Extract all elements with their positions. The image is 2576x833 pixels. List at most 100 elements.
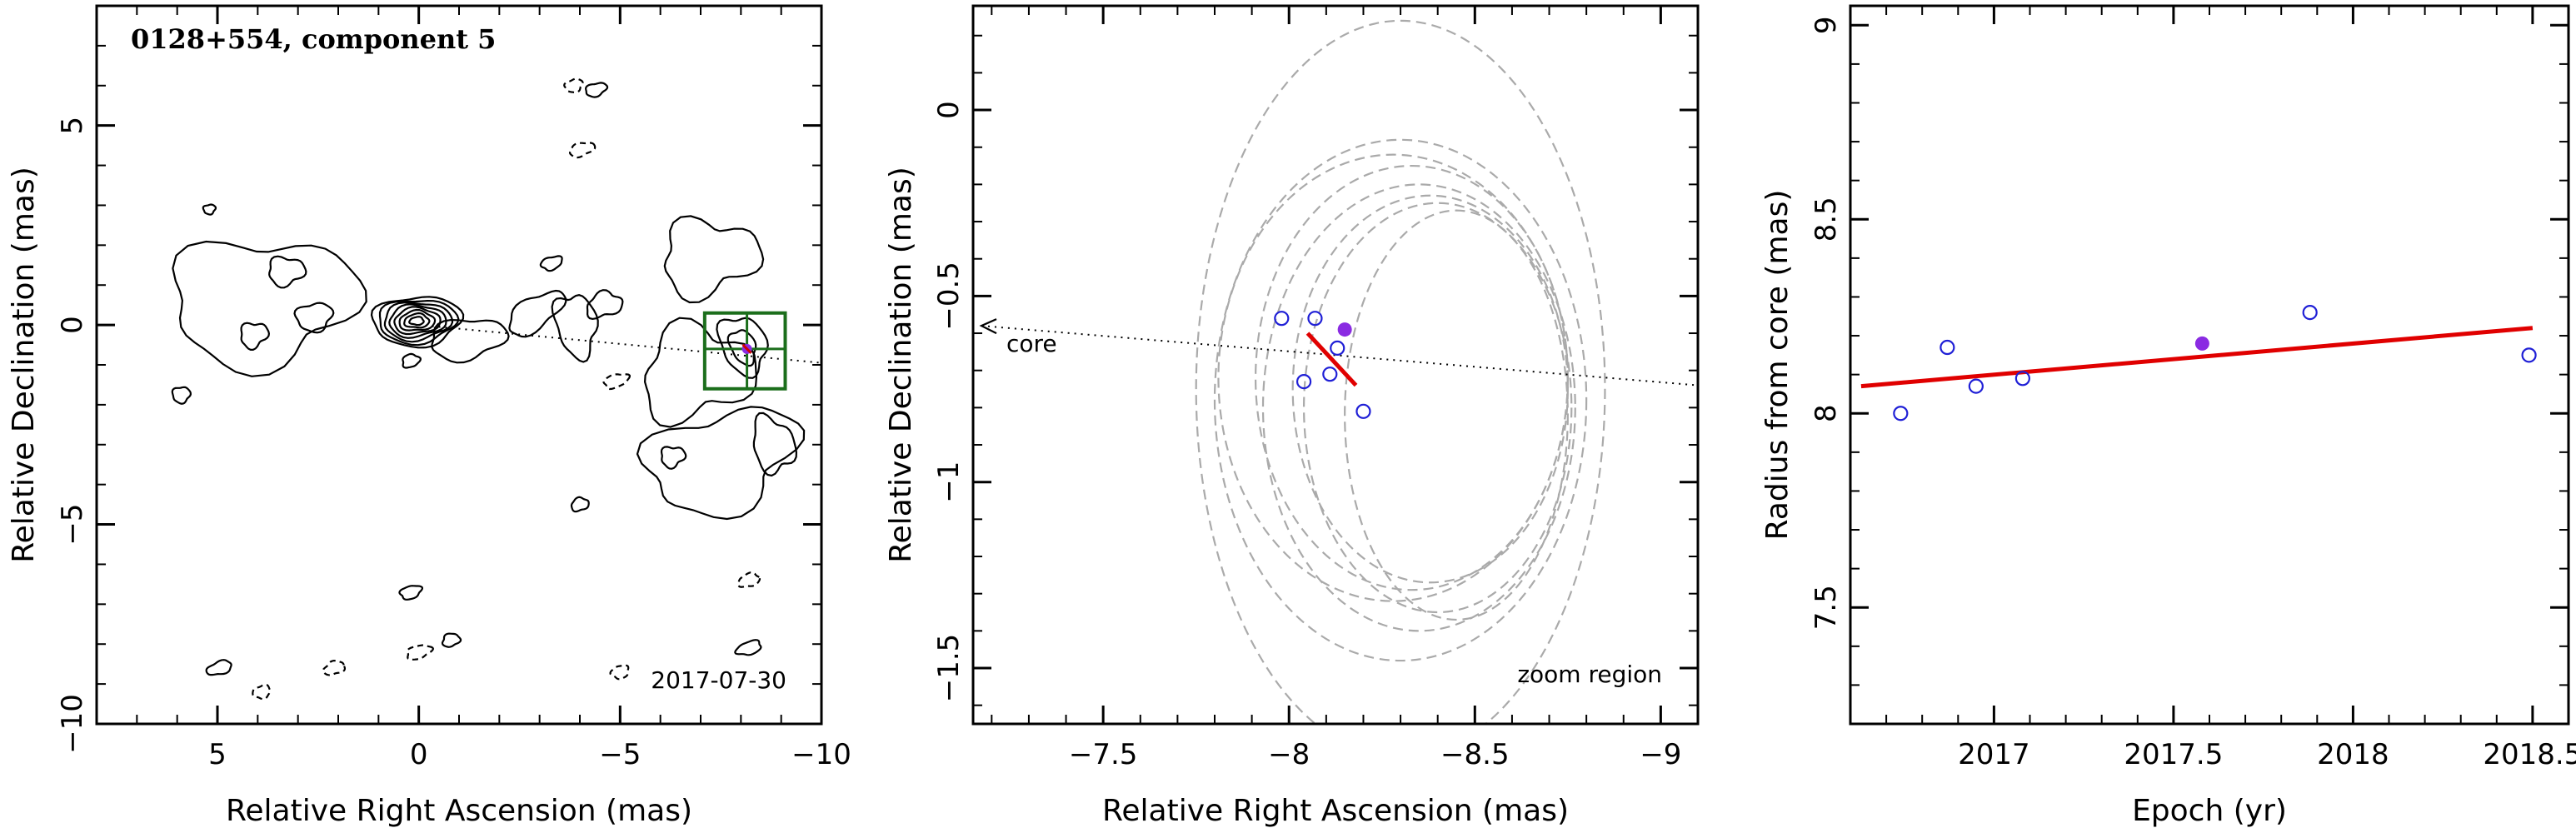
panel-b-xtick-label: −9 <box>1640 738 1681 771</box>
noise-contour <box>406 644 435 661</box>
panel-a-ytick-label: 0 <box>56 316 89 334</box>
panel-b-ytick-label: −1.5 <box>932 634 966 703</box>
panel-a-xtick-label: −10 <box>791 738 851 771</box>
radius-point <box>1968 378 1984 394</box>
panel-a-xtick-label: 5 <box>208 738 227 771</box>
noise-contour <box>609 664 630 681</box>
component-motion-mark <box>741 343 752 354</box>
panel-b-core-label: core <box>1006 330 1057 357</box>
panel-zoom-region: −7.5 −8 −8.5 −9 0 −0.5 −1 −1.5 zoom region core… <box>884 4 1700 828</box>
noise-contour <box>441 632 462 648</box>
panel-c-ylabel: Radius from core (mas) <box>1760 190 1795 541</box>
core-contour <box>388 303 447 339</box>
motion-vector <box>1305 332 1358 387</box>
component-contour <box>716 317 769 379</box>
panel-b-ytick-label: −0.5 <box>932 262 966 331</box>
panel-b-xtick-label: −8.5 <box>1440 738 1510 771</box>
noise-contour <box>402 352 422 369</box>
contour-map <box>171 77 806 701</box>
core-contour <box>378 299 460 347</box>
west-contour <box>660 446 687 470</box>
panel-c-ytick-label: 8 <box>1810 404 1843 422</box>
panel-c-xtick-label: 2017 <box>1958 738 2030 771</box>
radius-point <box>2521 347 2537 363</box>
panel-b-ytick-label: 0 <box>932 101 966 119</box>
panel-a-xtick-label: 0 <box>410 738 428 771</box>
panel-b-ytick-label: −1 <box>932 461 966 503</box>
noise-contour <box>322 659 346 676</box>
west-contour <box>663 215 765 304</box>
noise-contour <box>568 142 597 159</box>
west-contour <box>643 317 758 428</box>
noise-contour <box>398 585 424 601</box>
beam-ellipse <box>1213 138 1588 662</box>
panel-c-ytick-label: 7.5 <box>1810 585 1843 630</box>
radius-point <box>2014 371 2030 387</box>
jet-contour <box>551 294 599 363</box>
extended-emission-contour <box>202 203 217 216</box>
epoch-point <box>1274 311 1290 327</box>
jet-contour <box>431 318 510 364</box>
panel-c-axes: 2017 2017.5 2018 2018.5 7.5 8 8.5 9 <box>1810 6 2576 771</box>
current-epoch-radius-point <box>2194 336 2209 351</box>
noise-contour <box>602 373 632 391</box>
extended-emission-contour <box>293 302 335 334</box>
panel-a-ylabel: Relative Declination (mas) <box>7 167 41 563</box>
core-contour <box>393 306 442 336</box>
panel-a-ytick-label: −5 <box>56 503 89 545</box>
epoch-point <box>1322 367 1338 382</box>
panel-a-title: 0128+554, component 5 <box>131 23 496 55</box>
noise-contour <box>570 496 590 513</box>
west-contour <box>636 406 806 521</box>
zoom-plot-area <box>979 19 1698 724</box>
panel-c-ytick-label: 9 <box>1810 16 1843 34</box>
panel-b-axes: −7.5 −8 −8.5 −9 0 −0.5 −1 −1.5 <box>932 6 1698 771</box>
radius-point <box>2302 304 2318 321</box>
core-contour <box>398 308 437 332</box>
core-direction-line <box>981 325 1698 387</box>
panel-b-frame <box>971 4 1700 726</box>
panel-a-xtick-label: −5 <box>599 738 641 771</box>
core-arrowhead <box>979 318 997 335</box>
epoch-point <box>1355 403 1371 419</box>
epoch-point <box>1330 340 1345 357</box>
beam-ellipse <box>1344 209 1569 621</box>
panel-b-xtick-label: −8 <box>1268 738 1310 771</box>
extended-emission-contour <box>171 386 192 405</box>
panel-b-xtick-label: −7.5 <box>1069 738 1138 771</box>
radius-point <box>1893 406 1909 421</box>
panel-a-overlays <box>418 311 821 391</box>
core-contour <box>408 316 425 327</box>
panel-radius-vs-epoch: 2017 2017.5 2018 2018.57.588.59 Epoch (yr) … <box>1760 4 2576 828</box>
radius-plot-area <box>1860 304 2537 421</box>
extended-emission-contour <box>240 322 271 351</box>
panel-c-xtick-label: 2017.5 <box>2124 738 2223 771</box>
panel-c-xlabel: Epoch (yr) <box>2132 794 2287 828</box>
noise-contour <box>252 683 272 701</box>
core-contour <box>383 302 454 343</box>
beam-ellipse <box>1195 19 1606 724</box>
panel-b-ylabel: Relative Declination (mas) <box>884 167 918 563</box>
beam-ellipse <box>1261 183 1576 632</box>
panel-a-ytick-label: 5 <box>56 117 89 135</box>
panel-c-xtick-label: 2018.5 <box>2483 738 2576 771</box>
zoom-box <box>702 311 787 391</box>
panel-b-xlabel: Relative Right Ascension (mas) <box>1102 794 1569 828</box>
extended-emission-contour <box>268 255 307 289</box>
noise-contour <box>736 571 761 588</box>
panel-c-ytick-label: 8.5 <box>1810 197 1843 242</box>
jet-direction-line <box>418 324 821 364</box>
extended-emission-contour <box>172 240 367 377</box>
core-contour <box>403 312 431 329</box>
noise-contour <box>584 82 609 98</box>
noise-contour <box>205 659 232 676</box>
panel-contour-map: 5 0 −5 −10 5 0 −5 −10 0128+554, component 5 201… <box>7 4 851 828</box>
panel-c-xtick-label: 2018 <box>2317 738 2389 771</box>
beam-ellipse <box>1217 153 1569 602</box>
jet-contour <box>586 289 624 321</box>
noise-contour <box>539 255 563 272</box>
noise-contour <box>563 77 584 94</box>
epoch-point <box>1295 373 1312 390</box>
radius-point <box>1939 339 1955 356</box>
